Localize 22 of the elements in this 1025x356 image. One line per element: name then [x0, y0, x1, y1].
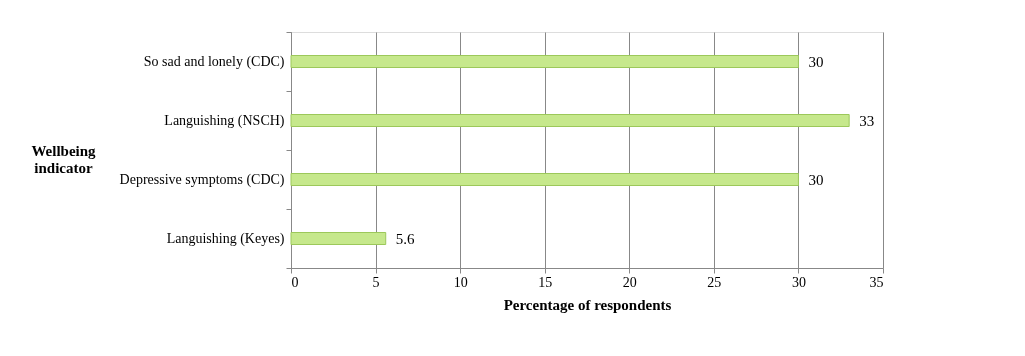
x-tick-label: 10	[453, 274, 468, 290]
x-tick-label: 20	[622, 274, 637, 290]
y-axis-title: Wellbeing indicator	[31, 142, 97, 176]
data-label: 33	[859, 112, 875, 129]
bar	[290, 232, 387, 245]
x-tick-label: 30	[791, 274, 806, 290]
x-tick-label: 0	[291, 274, 299, 290]
y-tick-label: So sad and lonely (CDC)	[143, 54, 285, 70]
bar	[290, 173, 799, 186]
y-tick-label: Languishing (Keyes)	[166, 231, 285, 247]
data-label: 5.6	[395, 230, 415, 247]
x-tick-label: 35	[869, 274, 884, 290]
bar	[290, 55, 799, 68]
data-label: 30	[808, 171, 824, 188]
y-tick-label: Languishing (NSCH)	[164, 113, 285, 129]
y-tick-label: Depressive symptoms (CDC)	[119, 172, 285, 188]
x-axis-title: Percentage of respondents	[503, 296, 672, 313]
x-tick-label: 25	[707, 274, 722, 290]
data-label: 30	[808, 53, 824, 70]
bar	[290, 114, 850, 127]
x-tick-label: 5	[372, 274, 380, 290]
x-tick-label: 15	[538, 274, 553, 290]
